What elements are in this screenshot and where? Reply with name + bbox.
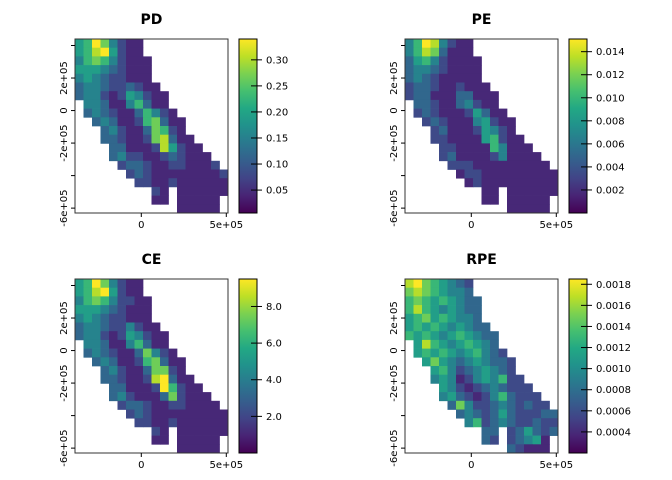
svg-text:-6e+05: -6e+05: [59, 430, 70, 467]
svg-text:-2e+05: -2e+05: [389, 364, 400, 401]
svg-text:0.010: 0.010: [596, 93, 625, 104]
svg-text:0.20: 0.20: [266, 107, 288, 118]
svg-text:2.0: 2.0: [266, 412, 282, 423]
svg-text:0.0008: 0.0008: [596, 385, 631, 396]
svg-text:0.0014: 0.0014: [596, 322, 631, 333]
svg-text:4.0: 4.0: [266, 375, 282, 386]
svg-text:0: 0: [59, 347, 70, 353]
svg-text:0.0018: 0.0018: [596, 280, 631, 291]
svg-text:0.0010: 0.0010: [596, 364, 631, 375]
panel-pe-plot: 0 5e+05 2e+05 0 -2e+05 -6e+05 0.002 0.004 0.006 0…: [389, 38, 625, 231]
panel-pd: PD 0 5e+05 2e+05 0 -2e+05 -6e+05 0.05 0.10 0.15 0…: [0, 0, 336, 240]
panel-pe-title: PE: [471, 12, 492, 28]
svg-text:5e+05: 5e+05: [209, 220, 243, 231]
svg-text:0: 0: [468, 220, 474, 231]
panel-pd-title: PD: [140, 12, 163, 28]
svg-text:0.0004: 0.0004: [596, 427, 631, 438]
svg-text:2e+05: 2e+05: [59, 301, 70, 335]
panel-pd-plot: 0 5e+05 2e+05 0 -2e+05 -6e+05 0.05 0.10 0.15 0.20…: [59, 38, 288, 231]
svg-text:0.05: 0.05: [266, 186, 288, 197]
svg-text:0.25: 0.25: [266, 81, 288, 92]
svg-text:2e+05: 2e+05: [59, 61, 70, 95]
svg-text:-6e+05: -6e+05: [59, 190, 70, 227]
svg-text:2e+05: 2e+05: [389, 61, 400, 95]
svg-text:0.0016: 0.0016: [596, 301, 631, 312]
svg-text:0: 0: [389, 347, 400, 353]
svg-text:0.014: 0.014: [596, 47, 625, 58]
panel-ce: CE 0 5e+05 2e+05 0 -2e+05 -6e+05 2.0 4.0 6.0 8.0: [0, 240, 336, 480]
svg-text:0.004: 0.004: [596, 162, 625, 173]
svg-text:0.0006: 0.0006: [596, 406, 631, 417]
svg-text:0.15: 0.15: [266, 133, 288, 144]
panel-pe: PE 0 5e+05 2e+05 0 -2e+05 -6e+05 0.002 0.004 0.0…: [330, 0, 666, 240]
svg-text:0: 0: [59, 107, 70, 113]
svg-text:-2e+05: -2e+05: [389, 124, 400, 161]
svg-text:-2e+05: -2e+05: [59, 124, 70, 161]
svg-text:5e+05: 5e+05: [209, 460, 243, 471]
svg-text:0.10: 0.10: [266, 160, 288, 171]
panel-rpe-plot: 0 5e+05 2e+05 0 -2e+05 -6e+05 0.0004 0.0006 0.00…: [389, 278, 631, 471]
svg-text:-6e+05: -6e+05: [389, 430, 400, 467]
svg-text:0: 0: [138, 460, 144, 471]
svg-text:0.30: 0.30: [266, 55, 288, 66]
panel-rpe: RPE 0 5e+05 2e+05 0 -2e+05 -6e+05 0.0004 0.0006…: [330, 240, 666, 480]
svg-text:0.002: 0.002: [596, 185, 625, 196]
panel-ce-title: CE: [141, 252, 162, 268]
panel-rpe-title: RPE: [466, 252, 497, 268]
svg-text:0: 0: [138, 220, 144, 231]
svg-text:-2e+05: -2e+05: [59, 364, 70, 401]
svg-text:8.0: 8.0: [266, 302, 282, 313]
svg-text:2e+05: 2e+05: [389, 301, 400, 335]
svg-text:0.006: 0.006: [596, 139, 625, 150]
svg-text:0.012: 0.012: [596, 70, 625, 81]
svg-text:0.008: 0.008: [596, 116, 625, 127]
svg-text:-6e+05: -6e+05: [389, 190, 400, 227]
svg-text:6.0: 6.0: [266, 339, 282, 350]
panel-ce-plot: 0 5e+05 2e+05 0 -2e+05 -6e+05 2.0 4.0 6.0 8.0: [59, 278, 282, 471]
svg-text:0.0012: 0.0012: [596, 343, 631, 354]
svg-text:5e+05: 5e+05: [539, 220, 573, 231]
svg-text:0: 0: [389, 107, 400, 113]
svg-text:5e+05: 5e+05: [539, 460, 573, 471]
svg-text:0: 0: [468, 460, 474, 471]
